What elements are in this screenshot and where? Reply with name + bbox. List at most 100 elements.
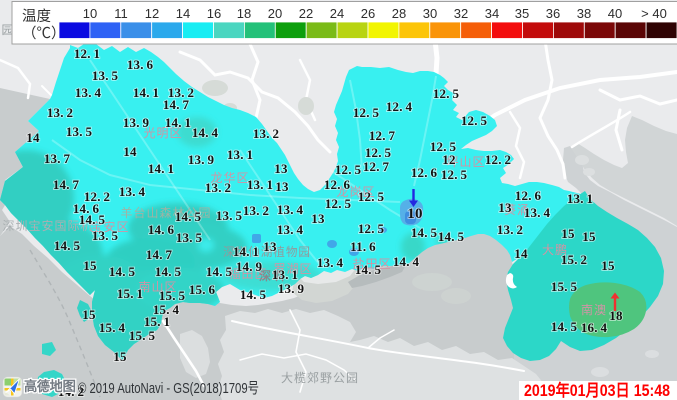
svg-text:13. 2: 13. 2 <box>168 85 194 100</box>
svg-text:13. 5: 13. 5 <box>176 230 203 245</box>
svg-text:南澳: 南澳 <box>581 302 607 317</box>
svg-text:14. 5: 14. 5 <box>551 319 578 334</box>
svg-text:深圳仙湖植物园: 深圳仙湖植物园 <box>223 244 311 259</box>
svg-text:14: 14 <box>26 130 40 145</box>
svg-text:24: 24 <box>330 6 344 21</box>
svg-text:（℃）: （℃） <box>22 25 66 42</box>
svg-text:11: 11 <box>114 6 128 21</box>
svg-text:15. 1: 15. 1 <box>117 286 143 301</box>
svg-text:14. 5: 14. 5 <box>155 264 182 279</box>
svg-text:14. 5: 14. 5 <box>54 238 81 253</box>
svg-text:13. 9: 13. 9 <box>188 152 215 167</box>
svg-text:14. 4: 14. 4 <box>192 125 219 140</box>
svg-text:18: 18 <box>609 308 623 323</box>
svg-text:14. 5: 14. 5 <box>355 262 382 277</box>
svg-text:12. 5: 12. 5 <box>325 196 352 211</box>
svg-text:14. 9: 14. 9 <box>236 259 263 274</box>
svg-text:13. 2: 13. 2 <box>253 126 279 141</box>
svg-text:12. 6: 12. 6 <box>411 165 438 180</box>
svg-text:12. 7: 12. 7 <box>363 159 390 174</box>
svg-text:14. 2: 14. 2 <box>58 384 84 399</box>
svg-text:13. 9: 13. 9 <box>278 281 305 296</box>
svg-text:12. 1: 12. 1 <box>74 46 100 61</box>
svg-text:14: 14 <box>176 6 190 21</box>
svg-text:15: 15 <box>82 307 96 322</box>
svg-text:12. 5: 12. 5 <box>433 86 460 101</box>
svg-text:龙岗区: 龙岗区 <box>336 185 375 199</box>
svg-text:温度: 温度 <box>22 8 51 25</box>
svg-text:16. 4: 16. 4 <box>581 320 608 335</box>
svg-text:13. 5: 13. 5 <box>216 208 243 223</box>
svg-text:20: 20 <box>268 6 282 21</box>
svg-text:罗湖区: 罗湖区 <box>273 261 312 276</box>
svg-text:14. 5: 14. 5 <box>109 264 136 279</box>
svg-text:15. 1: 15. 1 <box>144 314 170 329</box>
svg-text:13. 4: 13. 4 <box>277 222 304 237</box>
svg-text:14. 5: 14. 5 <box>411 225 438 240</box>
svg-text:15. 5: 15. 5 <box>129 328 156 343</box>
svg-text:15. 2: 15. 2 <box>561 252 587 267</box>
svg-text:羊台山森林公园: 羊台山森林公园 <box>120 205 211 220</box>
svg-text:15: 15 <box>561 226 575 241</box>
svg-text:15: 15 <box>113 349 127 364</box>
svg-text:13: 13 <box>274 161 288 176</box>
svg-text:26: 26 <box>361 6 375 21</box>
svg-text:12. 6: 12. 6 <box>324 177 351 192</box>
svg-text:13. 5: 13. 5 <box>66 124 93 139</box>
svg-text:12: 12 <box>145 6 159 21</box>
svg-text:光明区: 光明区 <box>143 126 182 140</box>
svg-text:16: 16 <box>207 6 221 21</box>
svg-text:14. 1: 14. 1 <box>165 115 191 130</box>
svg-text:40: 40 <box>608 6 622 21</box>
svg-text:盐田区: 盐田区 <box>352 257 391 271</box>
svg-text:深圳宝安国际机: 深圳宝安国际机 <box>2 218 93 233</box>
svg-text:12. 5: 12. 5 <box>461 113 488 128</box>
svg-text:14. 5: 14. 5 <box>206 264 233 279</box>
svg-text:10: 10 <box>83 6 97 21</box>
svg-text:13. 2: 13. 2 <box>47 105 73 120</box>
svg-text:12. 5: 12. 5 <box>430 139 457 154</box>
svg-text:14. 5: 14. 5 <box>79 212 106 227</box>
svg-text:15. 4: 15. 4 <box>153 302 180 317</box>
svg-text:13. 4: 13. 4 <box>317 255 344 270</box>
svg-text:13. 6: 13. 6 <box>127 57 154 72</box>
svg-text:13. 1: 13. 1 <box>247 177 273 192</box>
svg-text:13: 13 <box>263 239 277 254</box>
svg-text:© 2019 AutoNavi - GS(2018)1709: © 2019 AutoNavi - GS(2018)1709号 <box>78 380 259 397</box>
svg-text:15. 6: 15. 6 <box>189 282 216 297</box>
svg-text:13: 13 <box>311 211 325 226</box>
svg-text:14. 5: 14. 5 <box>175 209 202 224</box>
svg-text:15: 15 <box>83 258 97 273</box>
svg-text:13. 1: 13. 1 <box>567 191 593 206</box>
svg-text:12. 5: 12. 5 <box>353 105 380 120</box>
svg-text:14. 5: 14. 5 <box>438 229 465 244</box>
svg-text:22: 22 <box>299 6 313 21</box>
svg-text:12. 5: 12. 5 <box>335 162 362 177</box>
svg-text:大榄郊野公园: 大榄郊野公园 <box>281 371 359 385</box>
svg-text:14. 4: 14. 4 <box>393 254 420 269</box>
svg-text:12. 5: 12. 5 <box>365 145 392 160</box>
svg-text:13. 4: 13. 4 <box>277 202 304 217</box>
svg-text:13. 4: 13. 4 <box>75 85 102 100</box>
svg-text:13. 7: 13. 7 <box>44 151 71 166</box>
svg-text:宝安区: 宝安区 <box>90 219 129 234</box>
svg-text:38: 38 <box>577 6 591 21</box>
svg-text:福田区: 福田区 <box>228 266 267 281</box>
svg-text:高德地图: 高德地图 <box>24 378 76 394</box>
svg-text:13: 13 <box>275 179 289 194</box>
svg-text:14. 6: 14. 6 <box>73 201 100 216</box>
svg-text:10: 10 <box>407 206 422 222</box>
svg-text:28: 28 <box>392 6 406 21</box>
svg-text:14. 1: 14. 1 <box>233 244 259 259</box>
svg-text:13. 1: 13. 1 <box>272 267 298 282</box>
svg-text:12: 12 <box>442 152 455 167</box>
svg-text:30: 30 <box>423 6 437 21</box>
svg-text:15: 15 <box>601 258 615 273</box>
svg-text:11. 6: 11. 6 <box>350 239 376 254</box>
svg-text:2019年01月03日 15:48: 2019年01月03日 15:48 <box>524 380 670 400</box>
svg-text:13: 13 <box>498 200 512 215</box>
svg-text:园: 园 <box>1 23 14 37</box>
svg-text:14: 14 <box>514 246 528 261</box>
svg-text:南山区: 南山区 <box>138 279 177 294</box>
svg-text:13. 9: 13. 9 <box>123 115 150 130</box>
